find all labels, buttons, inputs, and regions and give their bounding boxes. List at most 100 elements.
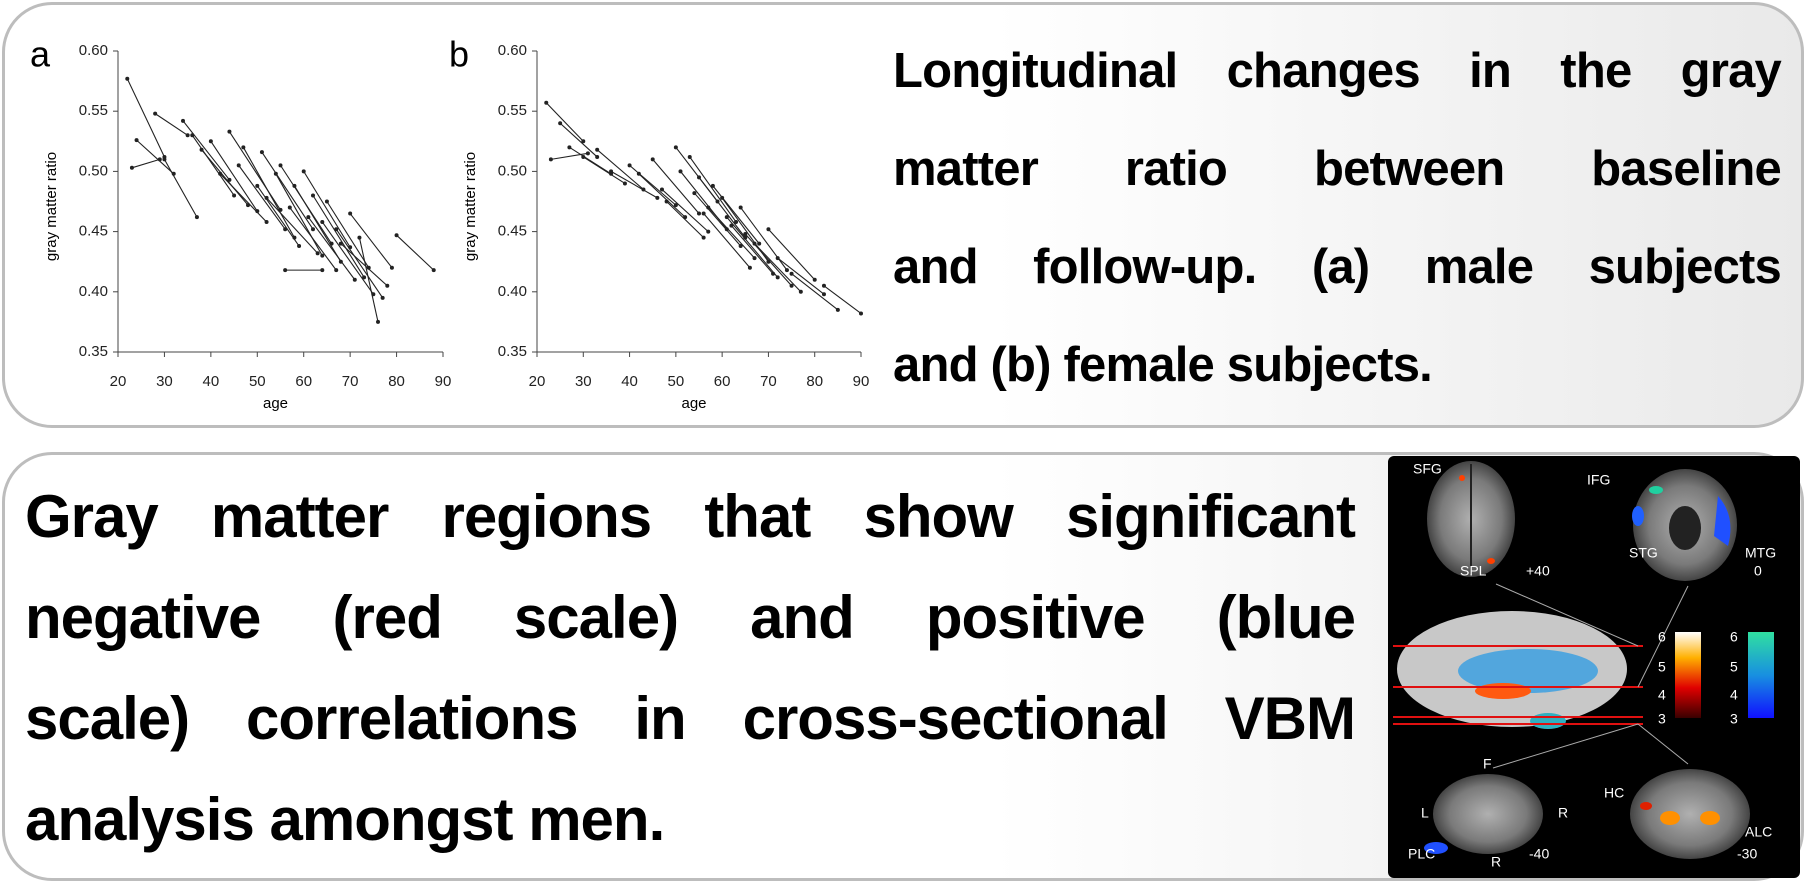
subject-line [726, 216, 779, 278]
caption-line: and follow-up. (a) male subjects [893, 240, 1782, 294]
chart: 0.35 0.40 0.45 0.50 0.55 0.60 20 30 40 50 60 70 80 90… [449, 34, 869, 412]
data-point [558, 121, 563, 126]
subject-line [210, 140, 258, 212]
region-label: 0 [1754, 563, 1762, 579]
data-point [687, 154, 692, 159]
subject-line [303, 171, 351, 248]
subject-line [275, 173, 323, 256]
colorbar-tick-label: 4 [1730, 687, 1738, 703]
data-point [278, 163, 283, 168]
x-tick-label: 30 [575, 373, 592, 390]
subject-line [754, 243, 802, 293]
data-point [701, 235, 706, 240]
data-point [821, 283, 826, 288]
data-point [789, 283, 794, 288]
panel-label: a [30, 34, 51, 75]
subject-line [559, 122, 598, 158]
subject-line [312, 195, 365, 278]
subject-line [154, 113, 188, 136]
x-tick-label: 30 [156, 373, 173, 390]
leader-lines [1492, 583, 1689, 769]
x-tick-label: 60 [295, 373, 312, 390]
subject-line [228, 131, 281, 211]
colorbar-tick-label: 3 [1658, 711, 1666, 727]
subject-line [698, 177, 746, 238]
blue-region [1649, 486, 1663, 494]
data-point [338, 241, 343, 246]
subject-line [629, 164, 677, 206]
data-point [738, 205, 743, 210]
subject-line [238, 165, 286, 230]
data-point [692, 191, 697, 196]
data-point [348, 211, 353, 216]
x-tick-label: 90 [435, 373, 452, 390]
data-point [273, 171, 278, 176]
data-point [655, 195, 660, 200]
data-point [352, 277, 357, 282]
subject-line [201, 149, 249, 206]
data-point [264, 195, 269, 200]
data-point [301, 169, 306, 174]
data-point [595, 154, 600, 159]
subject-line [545, 102, 584, 142]
subject-line [712, 185, 760, 244]
data-point [548, 157, 553, 162]
y-tick-label: 0.60 [79, 42, 108, 59]
data-point [585, 151, 590, 156]
colorbar-blue [1748, 632, 1774, 718]
data-point [232, 193, 237, 198]
colorbar-tick-label: 5 [1730, 659, 1738, 675]
top-panel [2, 2, 1804, 428]
subject-line [689, 156, 737, 223]
subject-line [321, 221, 374, 295]
subject-line [219, 173, 267, 223]
x-tick-label: 70 [760, 373, 777, 390]
blue-region [1632, 506, 1644, 526]
caption-line: matter ratio between baseline [893, 142, 1782, 196]
data-point [394, 233, 399, 238]
subject-line [335, 228, 384, 299]
subject-line [131, 158, 160, 169]
y-tick-label: 0.55 [79, 102, 108, 119]
top-caption: Longitudinal changes in the gray matter r… [893, 22, 1782, 414]
chart: 0.35 0.40 0.45 0.50 0.55 0.60 20 30 40 50 60 70 80 90… [30, 34, 451, 412]
x-tick-label: 50 [668, 373, 685, 390]
region-label: F [1483, 756, 1492, 772]
data-point [757, 241, 762, 246]
subject-line [791, 273, 839, 311]
data-point [784, 268, 789, 273]
subject-line [693, 192, 742, 247]
data-point [297, 244, 302, 249]
colorbar-tick-label: 3 [1730, 711, 1738, 727]
brain-ventricle [1669, 506, 1701, 550]
data-point [752, 256, 757, 261]
y-tick-label: 0.50 [498, 162, 527, 179]
subject-line [661, 189, 709, 233]
bottom-caption: Gray matter regions that show significan… [25, 466, 1356, 870]
subject-line [823, 285, 862, 314]
data-point [320, 253, 325, 258]
data-point [129, 165, 134, 170]
subject-line [163, 159, 198, 218]
subject-line [261, 151, 314, 230]
data-point [650, 157, 655, 162]
data-point [134, 138, 139, 143]
data-point [162, 157, 167, 162]
data-point [747, 265, 752, 270]
y-tick-label: 0.35 [79, 343, 108, 360]
region-label: -40 [1529, 846, 1549, 862]
region-label: IFG [1587, 472, 1610, 488]
red-region [1475, 683, 1531, 699]
subject-line [596, 149, 644, 190]
data-point [581, 154, 586, 159]
data-point [153, 111, 158, 116]
data-point [236, 163, 241, 168]
caption-line: analysis amongst men. [25, 786, 665, 853]
subject-line [707, 207, 755, 259]
region-label: HC [1604, 785, 1624, 801]
data-point [701, 211, 706, 216]
data-point [380, 295, 385, 300]
y-tick-label: 0.40 [498, 283, 527, 300]
